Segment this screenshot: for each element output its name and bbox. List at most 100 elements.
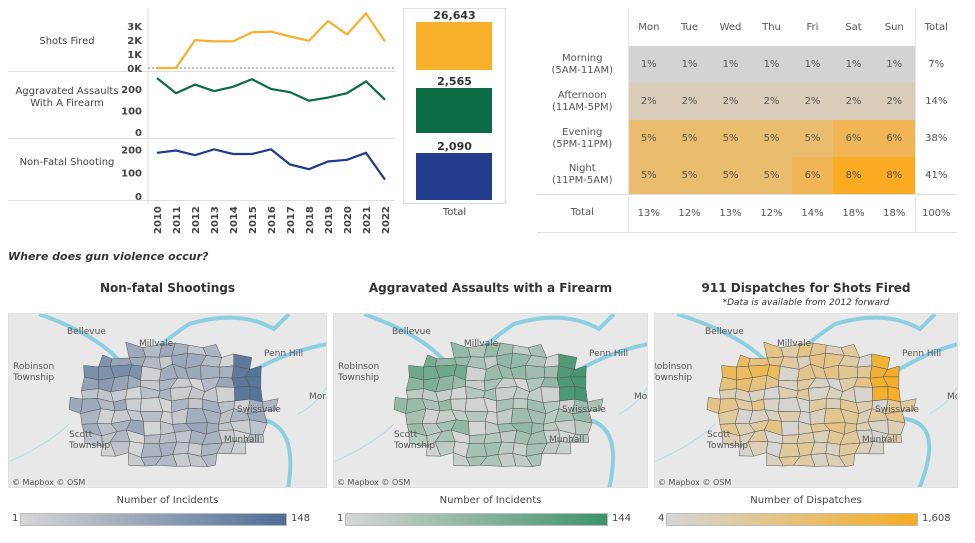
neighborhood-region[interactable] xyxy=(812,429,831,443)
neighborhood-region[interactable] xyxy=(853,386,873,403)
legend-min: 1 xyxy=(337,513,344,524)
choropleth-map[interactable]: Bellevue Millvale Penn Hill Robinson Townshi… xyxy=(333,313,648,488)
total-value-label: 2,565 xyxy=(437,75,472,88)
heatmap-cell: 2% xyxy=(628,83,669,120)
neighborhood-region[interactable] xyxy=(543,365,560,379)
corner-cell xyxy=(537,8,629,46)
neighborhood-region[interactable] xyxy=(215,386,235,403)
total-bar xyxy=(416,88,492,133)
map-attribution[interactable]: © Mapbox © OSM xyxy=(658,478,731,487)
neighborhood-region[interactable] xyxy=(200,453,218,467)
total-value-label: 26,643 xyxy=(433,9,476,22)
neighborhood-region[interactable] xyxy=(569,433,589,443)
place-label: Scott Township xyxy=(393,430,435,451)
neighborhood-region[interactable] xyxy=(218,365,235,379)
neighborhood-region[interactable] xyxy=(525,453,543,467)
neighborhood-region[interactable] xyxy=(218,353,235,368)
column-header: Fri xyxy=(806,21,819,33)
map-attribution[interactable]: © Mapbox © OSM xyxy=(337,478,410,487)
row-label-hours: (11AM-5PM) xyxy=(551,101,613,113)
heatmap-row: Afternoon (11AM-5PM) 2% 2% 2% 2% 2% 2% 2% 14% xyxy=(537,83,957,120)
neighborhood-region[interactable] xyxy=(856,353,873,368)
neighborhood-region[interactable] xyxy=(68,397,84,414)
row-label-aggravated: Aggravated Assaults With A Firearm xyxy=(15,86,119,109)
map-title: 911 Dispatches for Shots Fired xyxy=(701,281,911,295)
neighborhood-region[interactable] xyxy=(900,398,917,412)
column-total: 14% xyxy=(792,193,833,233)
row-label-hours: (11PM-5AM) xyxy=(551,175,613,187)
heatmap-cell: 1% xyxy=(628,46,669,83)
x-tick-label: 2011 xyxy=(172,206,183,234)
neighborhood-region[interactable] xyxy=(781,434,800,444)
neighborhood-region[interactable] xyxy=(200,364,221,380)
neighborhood-region[interactable] xyxy=(143,421,162,436)
neighborhood-region[interactable] xyxy=(540,386,560,403)
neighborhood-region[interactable] xyxy=(838,453,856,467)
x-tick-label: 2012 xyxy=(191,206,202,234)
neighborhood-region[interactable] xyxy=(465,443,488,458)
series-line-2 xyxy=(156,148,386,181)
column-header: Thu xyxy=(762,21,781,33)
place-label: Swissvale xyxy=(562,405,606,415)
neighborhood-region[interactable] xyxy=(825,398,841,410)
heatmap-cell: 8% xyxy=(874,157,915,194)
neighborhood-region[interactable] xyxy=(706,397,722,414)
neighborhood-region[interactable] xyxy=(778,443,801,458)
column-header: Mon xyxy=(638,21,660,33)
neighborhood-region[interactable] xyxy=(718,388,737,400)
neighborhood-region[interactable] xyxy=(174,429,193,443)
neighborhood-region[interactable] xyxy=(468,421,487,436)
place-label: Robinson Township xyxy=(12,362,54,383)
neighborhood-region[interactable] xyxy=(777,411,802,422)
heatmap-cell: 5% xyxy=(792,120,833,157)
heatmap-cell: 2% xyxy=(792,83,833,120)
neighborhood-region[interactable] xyxy=(143,434,162,444)
heatmap-cell: 1% xyxy=(751,46,792,83)
neighborhood-region[interactable] xyxy=(393,397,409,414)
neighborhood-region[interactable] xyxy=(187,398,203,410)
heatmap-cell: 6% xyxy=(874,120,915,157)
neighborhood-region[interactable] xyxy=(868,441,885,455)
x-tick-label: 2013 xyxy=(210,206,221,234)
x-tick-label: 2022 xyxy=(381,206,392,234)
place-label: Bellevue xyxy=(67,327,106,337)
heatmap-cell: 2% xyxy=(669,83,710,120)
color-legend-bar xyxy=(20,513,287,526)
neighborhood-region[interactable] xyxy=(140,443,163,458)
column-header: Sun xyxy=(884,21,904,33)
heatmap-row: Night (11PM-5AM) 5% 5% 5% 5% 6% 8% 8% 41% xyxy=(537,157,957,194)
neighborhood-region[interactable] xyxy=(872,386,889,402)
choropleth-map[interactable]: Bellevue Millvale Penn Hill Robinson Townshi… xyxy=(8,313,327,488)
legend-max: 144 xyxy=(612,513,632,524)
neighborhood-region[interactable] xyxy=(230,441,247,455)
neighborhood-region[interactable] xyxy=(262,398,279,412)
place-label: Millvale xyxy=(464,339,499,349)
map-attribution[interactable]: © Mapbox © OSM xyxy=(12,478,85,487)
neighborhood-region[interactable] xyxy=(543,353,560,368)
neighborhood-region[interactable] xyxy=(405,388,424,400)
neighborhood-region[interactable] xyxy=(555,441,572,455)
neighborhood-region[interactable] xyxy=(781,421,800,436)
heatmap-cell: 1% xyxy=(792,46,833,83)
neighborhood-region[interactable] xyxy=(464,411,489,422)
neighborhood-region[interactable] xyxy=(244,433,264,443)
y-tick-label: 0 xyxy=(135,128,142,139)
neighborhood-region[interactable] xyxy=(559,386,576,402)
neighborhood-region[interactable] xyxy=(468,434,487,444)
totals-axis-label: Total xyxy=(442,207,467,218)
neighborhood-region[interactable] xyxy=(838,364,859,380)
neighborhood-region[interactable] xyxy=(499,429,518,443)
x-tick-label: 2019 xyxy=(324,206,335,234)
map-canvas: Bellevue Millvale Penn Hill Robinson Townshi… xyxy=(334,314,647,487)
neighborhood-region[interactable] xyxy=(587,398,604,412)
neighborhood-region[interactable] xyxy=(139,411,164,422)
neighborhood-region[interactable] xyxy=(512,398,528,410)
column-total: 13% xyxy=(710,193,751,233)
neighborhood-region[interactable] xyxy=(80,388,99,400)
neighborhood-region[interactable] xyxy=(525,364,546,380)
heatmap-cell: 1% xyxy=(710,46,751,83)
neighborhood-region[interactable] xyxy=(856,365,873,379)
choropleth-map[interactable]: Bellevue Millvale Penn Hill Robinson Townshi… xyxy=(654,313,958,488)
neighborhood-region[interactable] xyxy=(882,433,902,443)
neighborhood-region[interactable] xyxy=(234,386,251,402)
